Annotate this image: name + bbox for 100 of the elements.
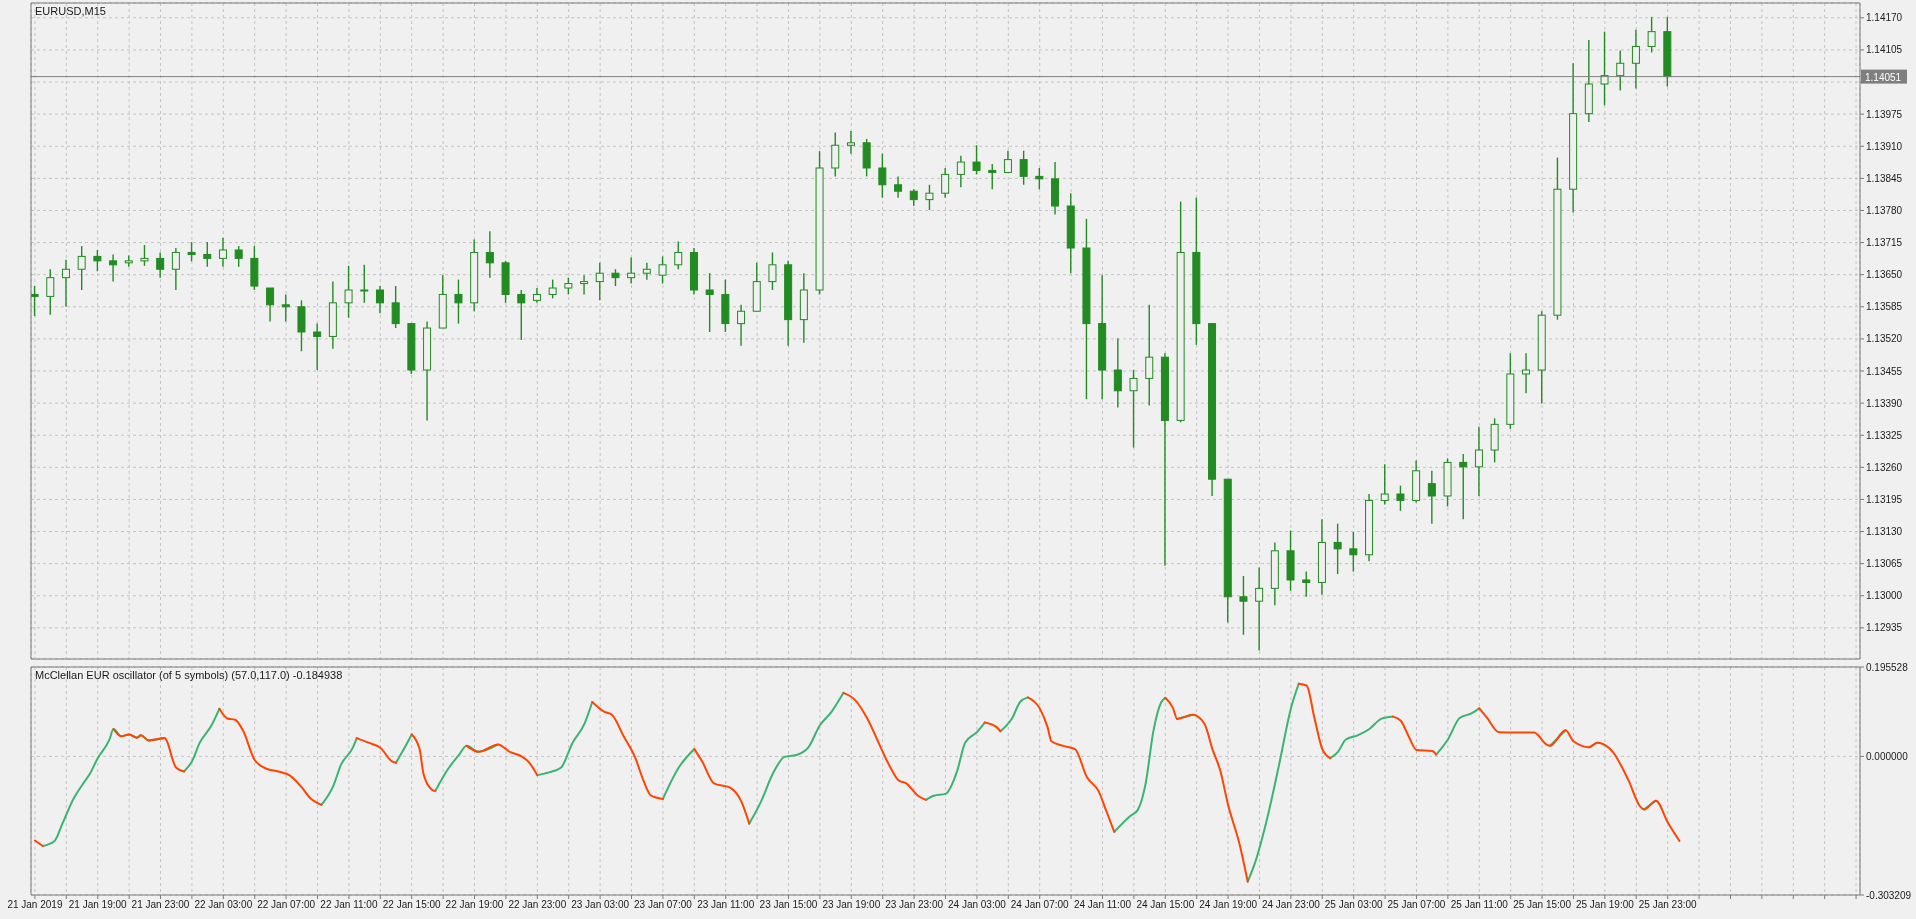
candlestick — [1647, 16, 1656, 54]
candlestick — [360, 264, 369, 304]
y-tick-label: 1.12935 — [1866, 622, 1903, 634]
candlestick — [1459, 453, 1468, 520]
candlestick — [391, 285, 400, 329]
y-tick-label: 1.13455 — [1866, 365, 1903, 377]
x-tick-label: 23 Jan 07:00 — [633, 899, 693, 911]
candlestick — [674, 240, 683, 270]
candlestick — [548, 278, 557, 300]
candlestick — [1035, 167, 1044, 190]
candlestick — [517, 289, 526, 341]
candlestick — [580, 274, 589, 296]
x-tick-label: 25 Jan 07:00 — [1387, 899, 1446, 911]
x-tick-label: 22 Jan 03:00 — [194, 899, 253, 911]
candlestick — [768, 251, 777, 291]
x-tick-label: 25 Jan 03:00 — [1324, 899, 1384, 911]
y-tick-label: 1.13650 — [1866, 269, 1903, 281]
candlestick — [878, 152, 887, 199]
x-tick-label: 24 Jan 19:00 — [1199, 899, 1258, 911]
x-tick-label: 21 Jan 19:00 — [68, 899, 128, 911]
candlestick — [658, 255, 667, 285]
x-tick-label: 24 Jan 23:00 — [1261, 899, 1321, 911]
candlestick — [1427, 470, 1436, 525]
chart-title: McClellan EUR oscillator (of 5 symbols) (57.0,117.0) -0.184938 — [35, 669, 343, 681]
candlestick — [1129, 369, 1138, 449]
y-tick-label: 1.14170 — [1866, 12, 1903, 24]
candlestick — [109, 253, 118, 283]
candlestick — [894, 175, 903, 199]
candlestick — [156, 251, 165, 279]
candlestick — [1349, 531, 1358, 573]
ref-line-label: 1.14051 — [1865, 71, 1902, 83]
y-tick-label: 1.13130 — [1866, 526, 1903, 538]
candlestick — [218, 236, 227, 268]
y-tick-label: 0.000000 — [1866, 750, 1909, 762]
y-tick-label: 1.14105 — [1866, 44, 1903, 56]
y-tick-label: 1.13585 — [1866, 301, 1903, 313]
candlestick — [485, 230, 494, 279]
candlestick — [1631, 28, 1640, 90]
candlestick — [941, 167, 950, 199]
candlestick — [187, 241, 196, 263]
candlestick — [1600, 30, 1609, 106]
y-tick-label: 1.13000 — [1866, 590, 1903, 602]
chart-title: EURUSD,M15 — [35, 5, 106, 17]
candlestick — [972, 144, 981, 176]
x-tick-label: 22 Jan 23:00 — [508, 899, 567, 911]
x-tick-label: 21 Jan 23:00 — [131, 899, 190, 911]
candlestick — [344, 265, 353, 319]
candlestick — [1333, 522, 1342, 575]
x-tick-label: 21 Jan 2019 — [7, 899, 63, 911]
candlestick — [956, 154, 965, 188]
candlestick — [1003, 150, 1012, 174]
candlestick — [61, 259, 70, 308]
x-tick-label: 25 Jan 15:00 — [1513, 899, 1572, 911]
y-tick-label: 1.13390 — [1866, 397, 1903, 409]
x-tick-label: 25 Jan 19:00 — [1575, 899, 1635, 911]
candlestick — [1255, 566, 1264, 652]
candlestick — [140, 244, 149, 267]
y-tick-label: 1.13715 — [1866, 237, 1903, 249]
x-tick-label: 22 Jan 11:00 — [320, 899, 378, 911]
candlestick — [171, 247, 180, 291]
x-tick-label: 23 Jan 19:00 — [822, 899, 881, 911]
candlestick — [1239, 575, 1248, 636]
candlestick — [281, 293, 290, 323]
x-tick-label: 22 Jan 07:00 — [257, 899, 316, 911]
candlestick — [1396, 484, 1405, 512]
x-tick-label: 23 Jan 23:00 — [885, 899, 944, 911]
candlestick — [705, 272, 714, 333]
candlestick — [595, 262, 604, 302]
candlestick — [737, 304, 746, 347]
x-tick-label: 23 Jan 15:00 — [759, 899, 818, 911]
candlestick — [1302, 570, 1311, 598]
candlestick — [846, 130, 855, 155]
candlestick — [642, 262, 651, 281]
candlestick — [1522, 352, 1531, 394]
candlestick — [454, 278, 463, 325]
x-tick-label: 24 Jan 03:00 — [947, 899, 1007, 911]
candlestick — [627, 256, 636, 285]
y-tick-label: 1.13910 — [1866, 140, 1903, 152]
y-tick-label: 1.13780 — [1866, 205, 1903, 217]
candlestick — [234, 245, 243, 268]
x-tick-label: 22 Jan 19:00 — [445, 899, 504, 911]
x-tick-label: 22 Jan 15:00 — [382, 899, 442, 911]
candlestick — [1019, 150, 1028, 186]
y-tick-label: -0.303209 — [1866, 889, 1912, 901]
candlestick — [93, 249, 102, 272]
y-tick-label: 1.13975 — [1866, 108, 1903, 120]
y-tick-label: 0.195528 — [1866, 661, 1909, 673]
y-tick-label: 1.13325 — [1866, 429, 1903, 441]
y-tick-label: 1.13195 — [1866, 494, 1903, 505]
candlestick — [313, 322, 322, 371]
candlestick — [77, 245, 86, 291]
candlestick — [831, 131, 840, 178]
candlestick — [1616, 49, 1625, 92]
y-tick-label: 1.13845 — [1866, 172, 1903, 184]
y-tick-label: 1.13260 — [1866, 461, 1903, 473]
candlestick — [1474, 426, 1483, 497]
candlestick — [266, 287, 275, 323]
y-tick-label: 1.13520 — [1866, 333, 1903, 345]
candlestick — [1380, 463, 1389, 506]
x-tick-label: 25 Jan 23:00 — [1638, 899, 1698, 911]
